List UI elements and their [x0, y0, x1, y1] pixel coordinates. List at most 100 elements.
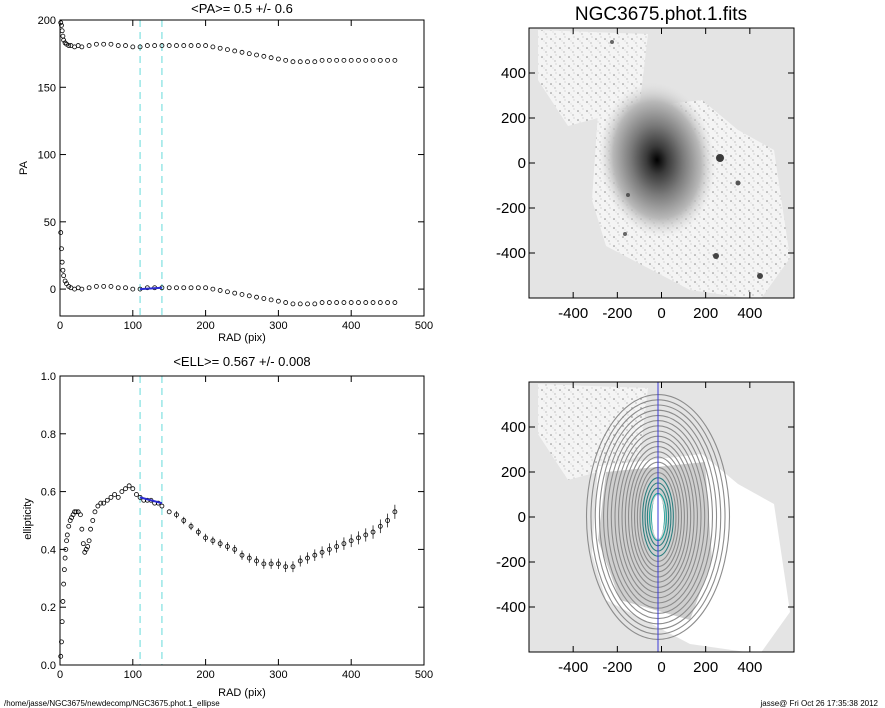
x-tick-label: 500 [415, 320, 433, 332]
data-point [203, 43, 209, 48]
plot-frame [59, 19, 425, 317]
data-point [297, 301, 303, 307]
data-point [312, 59, 318, 65]
x-tick-label: 200 [196, 320, 214, 332]
data-point [92, 509, 98, 515]
data-point [268, 297, 274, 303]
data-point [312, 552, 318, 558]
data-point [59, 639, 64, 645]
data-point [115, 285, 121, 291]
data-point [319, 300, 325, 305]
data-point [130, 486, 136, 492]
pa-reference-lines [139, 20, 163, 316]
data-point [319, 57, 325, 63]
y-tick-label: 400 [501, 419, 526, 436]
data-point [261, 561, 267, 567]
data-point [130, 286, 136, 292]
data-point [152, 43, 158, 48]
y-tick-label: 100 [38, 150, 56, 162]
data-point [86, 285, 92, 291]
data-point [119, 489, 125, 495]
data-point [356, 300, 361, 305]
x-tick-label: -400 [558, 305, 588, 322]
y-tick-label: 200 [501, 110, 526, 127]
fit-line [140, 286, 162, 291]
y-tick-label: 0 [518, 155, 526, 172]
x-tick-label: 0 [657, 305, 665, 322]
y-tick-label: -400 [496, 245, 526, 262]
ellipticity-plot-title: <ELL>= 0.567 +/- 0.008 [173, 354, 310, 369]
data-point [290, 59, 296, 65]
ellipticity-y-axis-label: ellipticity [22, 498, 34, 540]
data-point [101, 500, 107, 506]
y-tick-label: 1.0 [41, 371, 56, 383]
data-point [159, 503, 165, 509]
data-point [166, 285, 172, 291]
data-point [312, 301, 318, 307]
y-tick-label: 0 [518, 509, 526, 526]
y-tick-label: 200 [38, 15, 56, 27]
data-point [377, 57, 383, 63]
data-point [60, 267, 66, 273]
data-point [348, 538, 354, 544]
data-point [334, 57, 340, 63]
data-point [134, 492, 139, 497]
x-tick-label: 400 [342, 320, 360, 332]
data-point [195, 285, 201, 291]
data-point [77, 512, 83, 518]
pa-axes [59, 19, 425, 317]
data-point [144, 43, 150, 48]
data-point [166, 509, 172, 515]
data-point [246, 555, 252, 561]
data-point [58, 20, 64, 26]
data-point [94, 283, 99, 289]
data-point [188, 43, 194, 48]
footer-timestamp: jasse@ Fri Oct 26 17:35:38 2012 [759, 699, 878, 708]
ellipticity-x-axis-label: RAD (pix) [218, 687, 266, 699]
data-point [130, 44, 136, 50]
y-tick-label: 0.4 [41, 544, 56, 556]
data-point [348, 57, 354, 63]
data-point [326, 300, 332, 305]
data-point [268, 55, 274, 61]
data-point [174, 285, 179, 291]
data-point [181, 285, 187, 291]
data-point [239, 552, 245, 558]
data-point [334, 300, 340, 305]
ellipticity-plot: <ELL>= 0.567 +/- 0.008 0 100 200 300 400 500 … [22, 354, 433, 699]
pa-y-ticks: 0 50 100 150 200 [38, 15, 424, 296]
data-point [370, 529, 376, 535]
x-tick-label: 200 [693, 305, 718, 322]
data-point [370, 300, 376, 305]
data-point [217, 45, 223, 51]
data-point [101, 283, 107, 289]
data-point [188, 285, 194, 291]
data-point [98, 500, 104, 506]
pa-y-axis-label: PA [18, 160, 30, 175]
galaxy-image-title: NGC3675.phot.1.fits [575, 4, 747, 25]
data-point [115, 43, 121, 48]
data-point [254, 294, 259, 300]
data-point [86, 43, 92, 48]
data-point [246, 293, 252, 299]
data-point [210, 44, 216, 50]
data-point [62, 278, 68, 284]
data-point [297, 59, 303, 65]
data-point [341, 541, 347, 547]
x-tick-label: 300 [269, 669, 287, 681]
data-point [73, 509, 79, 515]
data-point [392, 509, 398, 515]
data-point [254, 52, 259, 58]
data-point [58, 230, 64, 235]
data-point [59, 619, 65, 625]
data-point [290, 564, 296, 570]
pa-x-axis-label: RAD (pix) [218, 332, 266, 344]
data-point [174, 512, 179, 518]
x-tick-label: 0 [57, 669, 63, 681]
data-point [95, 503, 101, 509]
data-point [115, 494, 121, 500]
data-point [108, 41, 114, 47]
y-tick-label: 0.0 [41, 660, 56, 672]
data-point [225, 289, 230, 295]
data-point [64, 538, 69, 544]
